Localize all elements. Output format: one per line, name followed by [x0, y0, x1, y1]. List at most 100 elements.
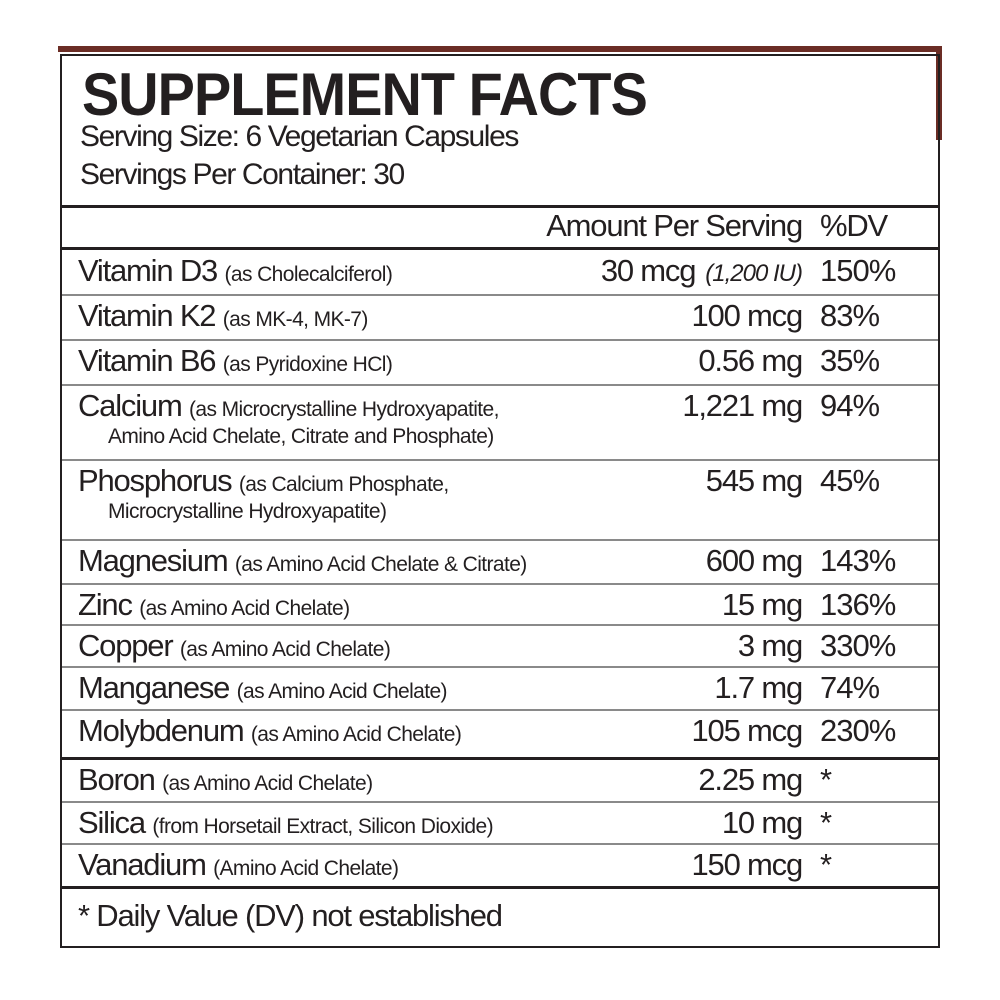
divider [62, 843, 938, 845]
nutrient-row: Vanadium (Amino Acid Chelate) 150 mcg * [62, 844, 938, 886]
nutrient-dv: * [820, 805, 832, 840]
header-amount: Amount Per Serving [546, 208, 803, 243]
amount-value: 3 mg [737, 628, 803, 663]
divider [62, 459, 938, 461]
nutrient-source: (as Calcium Phosphate, [238, 473, 449, 496]
nutrient-name: Molybdenum (as Amino Acid Chelate) [78, 713, 462, 752]
amount-value: 0.56 mg [698, 343, 803, 378]
nutrient-source: (as Amino Acid Chelate) [250, 723, 462, 746]
divider [62, 801, 938, 803]
nutrient-row: Molybdenum (as Amino Acid Chelate) 105 mc… [62, 710, 938, 757]
nutrient-dv: 45% [820, 463, 880, 498]
nutrient-amount: 100 mcg [691, 298, 804, 333]
divider [62, 539, 938, 541]
nutrient-row: Magnesium (as Amino Acid Chelate & Citra… [62, 540, 938, 584]
nutrient-dv: 143% [820, 543, 896, 578]
divider [62, 709, 938, 711]
nutrient-source-cont: Amino Acid Chelate, Citrate and Phosphat… [108, 425, 494, 448]
divider [62, 757, 938, 760]
header-dv: %DV [820, 208, 888, 243]
nutrient-amount: 105 mcg [691, 713, 804, 748]
amount-value: 150 mcg [691, 847, 804, 882]
nutrient-amount: 15 mg [721, 587, 803, 622]
panel-title: SUPPLEMENT FACTS [82, 61, 648, 128]
nutrient-name: Manganese (as Amino Acid Chelate) [78, 671, 448, 709]
nutrient-amount: 2.25 mg [698, 762, 803, 797]
divider [62, 384, 938, 386]
nutrient-row: Silica (from Horsetail Extract, Silicon … [62, 802, 938, 844]
nutrient-dv: 74% [820, 670, 880, 705]
nutrient-name: Vitamin B6 (as Pyridoxine HCl) [78, 343, 393, 382]
nutrient-source-cont: Microcrystalline Hydroxyapatite) [108, 500, 387, 523]
nutrient-source: (as Pyridoxine HCl) [222, 353, 393, 376]
nutrient-label: Copper [78, 628, 174, 663]
nutrient-source: (as Amino Acid Chelate) [236, 680, 448, 703]
nutrient-amount: 1.7 mg [714, 670, 803, 705]
nutrient-label: Vitamin B6 [78, 343, 217, 378]
nutrient-row: Copper (as Amino Acid Chelate) 3 mg 330% [62, 625, 938, 667]
nutrient-row: Boron (as Amino Acid Chelate) 2.25 mg * [62, 759, 938, 802]
servings-per-container: Servings Per Container: 30 [80, 158, 405, 191]
nutrient-dv: 150% [820, 253, 896, 288]
nutrient-source: (as Amino Acid Chelate) [162, 772, 373, 795]
nutrient-amount: 545 mg [705, 463, 803, 498]
amount-value: 100 mcg [691, 298, 804, 333]
nutrient-name: Calcium (as Microcrystalline Hydroxyapat… [78, 389, 499, 427]
divider [62, 247, 938, 250]
amount-value: 2.25 mg [698, 762, 803, 797]
nutrient-dv: * [820, 762, 832, 797]
accent-bar-top [58, 46, 942, 52]
nutrient-row: Vitamin K2 (as MK-4, MK-7) 100 mcg 83% [62, 295, 938, 340]
amount-value: 1,221 mg [682, 388, 803, 423]
nutrient-name: Copper (as Amino Acid Chelate) [78, 628, 391, 667]
nutrient-amount: 600 mg [705, 543, 803, 578]
nutrient-row: Vitamin B6 (as Pyridoxine HCl) 0.56 mg 35% [62, 340, 938, 385]
nutrient-label: Calcium [78, 388, 183, 423]
nutrient-label: Vanadium [78, 847, 207, 882]
nutrient-dv: 83% [820, 298, 880, 333]
nutrient-label: Magnesium [78, 543, 229, 578]
nutrient-amount: 10 mg [721, 805, 803, 840]
nutrient-row: Calcium (as Microcrystalline Hydroxyapat… [62, 385, 938, 460]
nutrient-source: (as Amino Acid Chelate) [179, 638, 391, 661]
amount-value: 545 mg [705, 463, 803, 498]
nutrient-label: Boron [78, 762, 156, 797]
nutrient-source: (as MK-4, MK-7) [222, 308, 369, 331]
nutrient-row: Vitamin D3 (as Cholecalciferol) 30 mcg (1,… [62, 250, 938, 295]
amount-value: 15 mg [721, 587, 803, 622]
nutrient-dv: 330% [820, 628, 896, 663]
divider [62, 205, 938, 208]
nutrient-amount: 30 mcg (1,200 IU) [601, 254, 803, 291]
serving-size: Serving Size: 6 Vegetarian Capsules [80, 120, 519, 153]
nutrient-name: Zinc (as Amino Acid Chelate) [78, 588, 350, 626]
nutrient-source: (as Amino Acid Chelate) [139, 597, 350, 620]
nutrient-label: Silica [78, 805, 146, 840]
amount-value: 1.7 mg [714, 670, 803, 705]
nutrient-row: Zinc (as Amino Acid Chelate) 15 mg 136% [62, 584, 938, 625]
nutrient-label: Molybdenum [78, 713, 245, 748]
nutrient-label: Phosphorus [78, 463, 233, 498]
nutrient-dv: 136% [820, 587, 896, 622]
nutrient-name: Magnesium (as Amino Acid Chelate & Citra… [78, 544, 527, 582]
amount-alt: (1,200 IU) [705, 260, 803, 287]
amount-value: 10 mg [721, 805, 803, 840]
nutrient-dv: 35% [820, 343, 880, 378]
nutrient-name: Vitamin K2 (as MK-4, MK-7) [78, 299, 368, 337]
divider [62, 294, 938, 296]
divider [62, 886, 938, 889]
amount-value: 105 mcg [691, 713, 804, 748]
nutrient-source: (as Microcrystalline Hydroxyapatite, [189, 398, 499, 421]
supplement-facts-panel: SUPPLEMENT FACTS Serving Size: 6 Vegetar… [60, 54, 940, 948]
nutrient-label: Vitamin D3 [78, 253, 218, 288]
nutrient-label: Vitamin K2 [78, 298, 217, 333]
nutrient-name: Vitamin D3 (as Cholecalciferol) [78, 253, 393, 292]
nutrient-name: Boron (as Amino Acid Chelate) [78, 762, 373, 801]
nutrient-source: (Amino Acid Chelate) [213, 857, 399, 880]
amount-value: 600 mg [705, 543, 803, 578]
nutrient-dv: * [820, 847, 832, 882]
nutrient-source: (from Horsetail Extract, Silicon Dioxide… [152, 815, 493, 838]
divider [62, 339, 938, 341]
nutrient-amount: 3 mg [737, 628, 803, 663]
divider [62, 583, 938, 585]
nutrient-source: (as Cholecalciferol) [224, 263, 393, 286]
